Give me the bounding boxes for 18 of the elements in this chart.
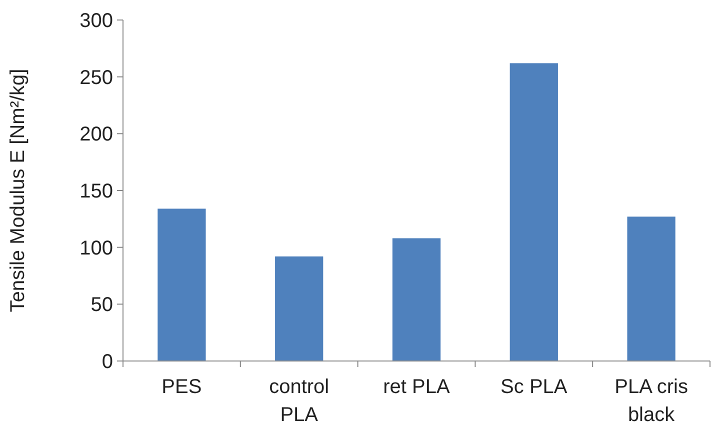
bar bbox=[158, 208, 206, 361]
y-tick-label: 50 bbox=[90, 294, 113, 316]
y-tick-label: 200 bbox=[80, 124, 113, 146]
bar bbox=[627, 216, 676, 361]
x-tick-label: PES bbox=[162, 376, 202, 398]
y-tick-label: 0 bbox=[102, 351, 113, 373]
bar bbox=[275, 256, 324, 361]
x-tick-label: ret PLA bbox=[383, 376, 451, 398]
y-tick-label: 100 bbox=[80, 237, 113, 260]
x-tick-label: PLA cris black bbox=[614, 376, 688, 426]
y-tick-label: 150 bbox=[80, 180, 113, 202]
y-tick-label: 250 bbox=[80, 66, 113, 89]
bar bbox=[510, 63, 558, 361]
y-axis-title: Tensile Modulus E [Nm²/kg] bbox=[7, 68, 29, 312]
x-tick-label: Sc PLA bbox=[500, 376, 568, 398]
bar bbox=[392, 238, 441, 361]
x-tick-label: control PLA bbox=[269, 376, 330, 426]
y-tick-label: 300 bbox=[80, 10, 113, 32]
